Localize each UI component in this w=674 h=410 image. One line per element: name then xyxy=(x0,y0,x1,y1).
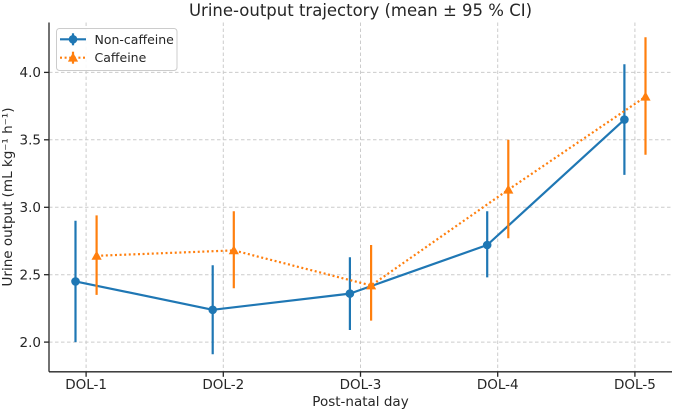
data-point-non-caffeine-dol-4 xyxy=(482,240,492,250)
series-caffeine xyxy=(95,37,647,321)
legend-label-caffeine: Caffeine xyxy=(95,50,147,65)
legend-triangle-marker-icon xyxy=(67,52,79,62)
data-point-caffeine-dol-5 xyxy=(640,91,651,101)
data-point-non-caffeine-dol-2 xyxy=(208,305,217,315)
series-non-caffeine xyxy=(74,64,626,355)
data-point-non-caffeine-dol-3 xyxy=(345,289,355,298)
legend-circle-marker-icon xyxy=(68,35,78,44)
y-tick-label-2.5: 2.5 xyxy=(20,267,41,283)
legend-entry-caffeine: Caffeine xyxy=(60,50,147,65)
legend-entry-non-caffeine: Non-caffeine xyxy=(60,32,174,47)
chart-title: Urine-output trajectory (mean ± 95 % CI) xyxy=(189,1,532,20)
x-axis-label: Post-natal day xyxy=(312,394,408,410)
x-tick-label-dol-1: DOL-1 xyxy=(65,377,107,393)
legend-label-non-caffeine: Non-caffeine xyxy=(95,32,175,47)
y-tick-label-3.0: 3.0 xyxy=(20,200,41,216)
data-point-non-caffeine-dol-1 xyxy=(71,277,80,286)
x-tick-label-dol-3: DOL-3 xyxy=(340,377,382,393)
legend: Non-caffeine Caffeine xyxy=(56,28,178,71)
data-point-caffeine-dol-3 xyxy=(366,280,377,290)
x-tick-label-dol-4: DOL-4 xyxy=(477,377,519,393)
data-point-caffeine-dol-4 xyxy=(503,184,514,194)
legend-box xyxy=(56,28,178,71)
data-point-caffeine-dol-2 xyxy=(228,245,239,255)
y-tick-label-3.5: 3.5 xyxy=(20,133,41,149)
plot-area: 2.0 2.5 3.0 3.5 4.0 DOL-1 DOL-2 DOL-3 DOL-4 DOL-5… xyxy=(20,22,672,393)
y-axis-label: Urine output (mL kg⁻¹ h⁻¹) xyxy=(0,108,16,287)
y-tick-label-2.0: 2.0 xyxy=(20,335,41,351)
data-point-caffeine-dol-1 xyxy=(91,250,102,260)
series-line-caffeine xyxy=(96,95,647,287)
x-tick-label-dol-2: DOL-2 xyxy=(202,377,244,393)
y-tick-label-4.0: 4.0 xyxy=(20,65,41,81)
data-point-non-caffeine-dol-5 xyxy=(620,115,629,124)
x-tick-label-dol-5: DOL-5 xyxy=(614,377,656,393)
